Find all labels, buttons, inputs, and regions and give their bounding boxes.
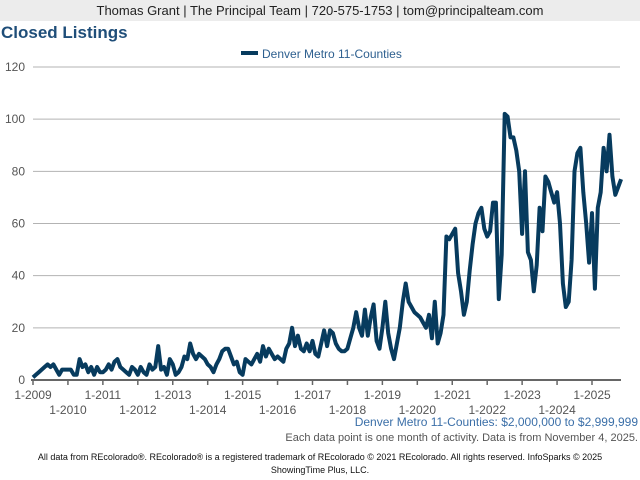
legend-swatch <box>241 51 258 55</box>
x-tick-label: 1-2012 <box>119 403 157 417</box>
y-tick-label: 20 <box>12 321 26 335</box>
x-tick-label: 1-2019 <box>364 388 402 402</box>
y-tick-label: 100 <box>5 112 25 126</box>
footer-line-1: All data from REcolorado®. REcolorado® i… <box>37 452 603 462</box>
x-tick-label: 1-2021 <box>434 388 472 402</box>
line-chart: Denver Metro 11-Counties 0 20 40 60 80 100 120… <box>5 47 623 417</box>
x-tick-label: 1-2009 <box>14 388 52 402</box>
series-line-denver-metro <box>31 111 623 379</box>
y-tick-label: 0 <box>18 373 25 387</box>
x-tick-label: 1-2011 <box>85 388 122 402</box>
x-tick-label: 1-2023 <box>503 388 541 402</box>
contact-header: Thomas Grant | The Principal Team | 720-… <box>0 0 640 21</box>
chart-subtitle: Denver Metro 11-Counties: $2,000,000 to … <box>354 415 638 429</box>
x-tick-label: 1-2014 <box>189 403 227 417</box>
legend: Denver Metro 11-Counties <box>241 47 402 61</box>
y-tick-label: 80 <box>12 164 26 178</box>
legend-label: Denver Metro 11-Counties <box>262 47 402 61</box>
footer-line-2: ShowingTime Plus, LLC. <box>270 465 370 475</box>
y-tick-label: 40 <box>12 269 26 283</box>
x-tick-label: 1-2018 <box>329 403 367 417</box>
y-tick-label: 60 <box>12 217 26 231</box>
y-tick-label: 120 <box>5 60 25 74</box>
chart-title: Closed Listings <box>1 23 128 42</box>
x-tick-label: 1-2024 <box>538 403 576 417</box>
x-tick-label: 1-2020 <box>399 403 437 417</box>
x-tick-label: 1-2017 <box>294 388 332 402</box>
x-tick-label: 1-2025 <box>573 388 611 402</box>
x-tick-label: 1-2015 <box>224 388 262 402</box>
x-tick-label: 1-2022 <box>469 403 507 417</box>
x-tick-label: 1-2010 <box>49 403 87 417</box>
x-tick-label: 1-2016 <box>259 403 297 417</box>
x-tick-label: 1-2013 <box>154 388 192 402</box>
footer: All data from REcolorado®. REcolorado® i… <box>0 451 640 477</box>
data-note: Each data point is one month of activity… <box>285 432 638 444</box>
